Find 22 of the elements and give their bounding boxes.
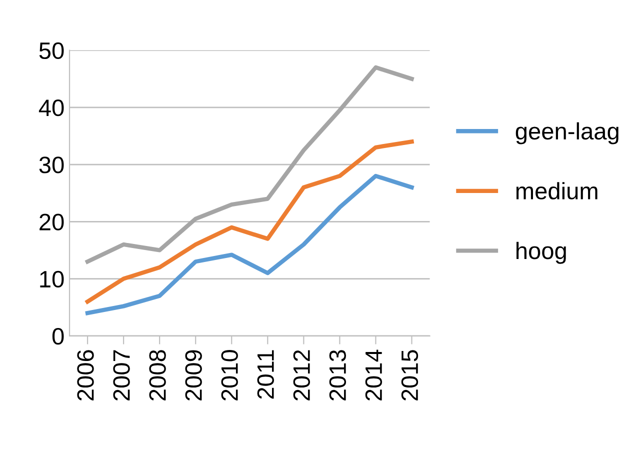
legend-label: geen-laag	[516, 122, 618, 144]
legend-label: hoog	[516, 242, 566, 264]
x-tick-label: 2012	[293, 350, 310, 400]
x-tick-label: 2011	[257, 350, 274, 399]
line-series	[85, 140, 414, 304]
y-tick-label: 10	[40, 270, 64, 288]
line-series	[85, 65, 414, 264]
x-tick-label: 2008	[149, 350, 166, 400]
line-series	[85, 174, 414, 316]
y-tick-label: 50	[39, 42, 64, 60]
x-tick-label: 2010	[221, 350, 238, 400]
x-tick-label: 2015	[401, 350, 418, 400]
y-tick-label: 20	[40, 214, 64, 230]
y-tick-label: 30	[39, 156, 64, 174]
x-tick-label: 2006	[77, 350, 94, 400]
x-tick-label: 2014	[365, 350, 382, 400]
x-tick-label: 2013	[329, 350, 346, 400]
legend-label: medium	[516, 182, 598, 200]
x-tick-label: 2007	[113, 350, 130, 400]
y-tick-label: 40	[38, 99, 64, 116]
y-tick-label: 0	[52, 328, 64, 345]
x-tick-label: 2009	[185, 350, 202, 400]
